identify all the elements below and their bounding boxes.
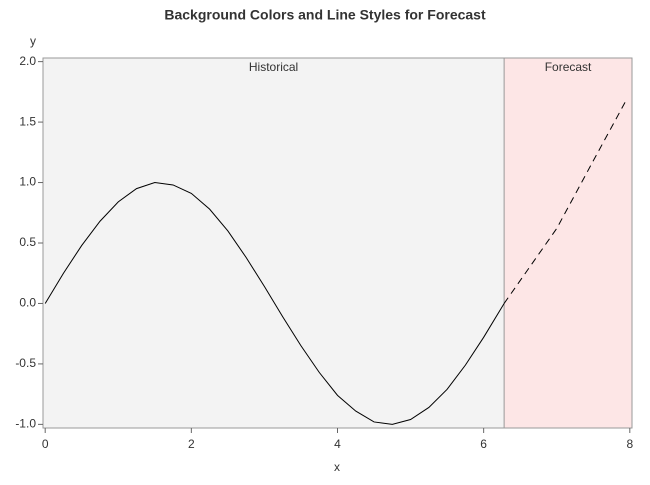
chart-title: Background Colors and Line Styles for Fo… [164,7,486,23]
y-axis-label: y [30,34,36,48]
x-axis-label: x [334,460,340,474]
region-label: Historical [249,60,298,74]
y-tick-label: 1.5 [19,114,36,128]
region-label: Forecast [545,60,592,74]
y-tick-label: 2.0 [19,54,36,68]
x-tick-label: 8 [626,437,633,451]
x-tick-label: 4 [334,437,341,451]
y-tick-label: -0.5 [15,356,36,370]
region [504,58,632,428]
y-tick-label: 0.5 [19,235,36,249]
region [43,58,505,428]
line [44,182,505,425]
x-tick-label: 2 [188,437,195,451]
y-tick-label: 0.0 [19,296,36,310]
y-tick-label: 1.0 [19,175,36,189]
x-tick-label: 6 [480,437,487,451]
y-tick-label: -1.0 [15,417,36,431]
x-tick-label: 0 [42,437,49,451]
